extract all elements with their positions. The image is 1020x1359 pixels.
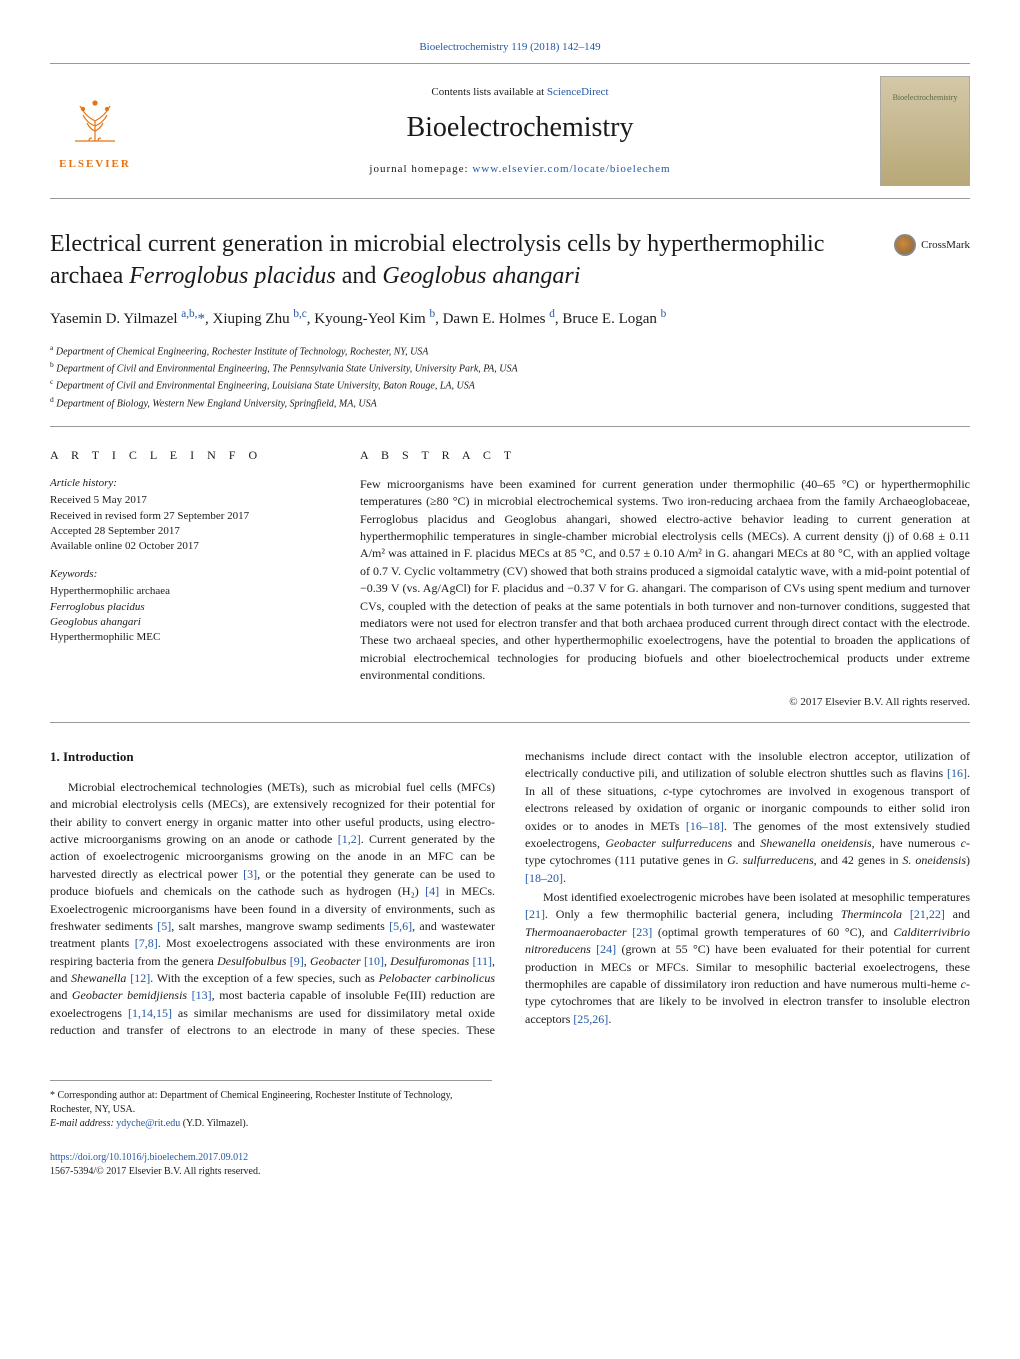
author-2-aff[interactable]: b,c	[293, 308, 306, 320]
article-info: A R T I C L E I N F O Article history: R…	[50, 447, 330, 710]
body-columns: 1. Introduction Microbial electrochemica…	[50, 748, 970, 1040]
author-1-corr[interactable]: *	[198, 311, 206, 327]
journal-cover-thumbnail: Bioelectrochemistry	[880, 76, 970, 186]
author-4: , Dawn E. Holmes	[435, 311, 549, 327]
email-suffix: (Y.D. Yilmazel).	[180, 1118, 248, 1129]
ref-16-18[interactable]: [16–18]	[686, 819, 724, 833]
ref-18-20[interactable]: [18–20]	[525, 871, 563, 885]
elsevier-tree-icon	[65, 91, 125, 153]
crossmark-badge[interactable]: CrossMark	[894, 234, 970, 256]
journal-masthead: ELSEVIER Contents lists available at Sci…	[50, 63, 970, 199]
article-title: Electrical current generation in microbi…	[50, 229, 970, 291]
doi-block: https://doi.org/10.1016/j.bioelechem.201…	[50, 1151, 970, 1179]
homepage-url[interactable]: www.elsevier.com/locate/bioelechem	[472, 163, 670, 175]
ref-4[interactable]: [4]	[425, 884, 439, 898]
ref-1-2[interactable]: [1,2]	[338, 832, 361, 846]
homepage-line: journal homepage: www.elsevier.com/locat…	[160, 162, 880, 177]
info-abstract-row: A R T I C L E I N F O Article history: R…	[50, 447, 970, 723]
ref-1-14-15[interactable]: [1,14,15]	[128, 1006, 172, 1020]
affiliation-c: c Department of Civil and Environmental …	[50, 376, 970, 393]
ref-3[interactable]: [3]	[243, 867, 257, 881]
keyword-1: Hyperthermophilic archaea	[50, 584, 330, 599]
title-mid: and	[336, 263, 383, 289]
sciencedirect-link[interactable]: ScienceDirect	[547, 86, 609, 98]
ref-9[interactable]: [9]	[286, 954, 303, 968]
cover-title: Bioelectrochemistry	[893, 92, 958, 103]
online-date: Available online 02 October 2017	[50, 539, 330, 554]
ref-10[interactable]: [10]	[361, 954, 384, 968]
ref-21[interactable]: [21]	[525, 907, 545, 921]
title-species-1: Ferroglobus placidus	[129, 263, 335, 289]
abstract: A B S T R A C T Few microorganisms have …	[360, 447, 970, 710]
intro-heading: 1. Introduction	[50, 748, 495, 767]
ref-5-6[interactable]: [5,6]	[389, 919, 412, 933]
publisher-logo: ELSEVIER	[50, 86, 140, 176]
citation-link[interactable]: Bioelectrochemistry 119 (2018) 142–149	[419, 41, 600, 53]
doi-link[interactable]: https://doi.org/10.1016/j.bioelechem.201…	[50, 1152, 248, 1163]
ref-21-22[interactable]: [21,22]	[902, 907, 945, 921]
author-3: , Kyoung-Yeol Kim	[307, 311, 430, 327]
article-info-label: A R T I C L E I N F O	[50, 447, 330, 464]
keywords-label: Keywords:	[50, 567, 330, 582]
abstract-label: A B S T R A C T	[360, 447, 970, 464]
affiliation-d: d Department of Biology, Western New Eng…	[50, 394, 970, 411]
keyword-4: Hyperthermophilic MEC	[50, 630, 330, 645]
affiliation-b: b Department of Civil and Environmental …	[50, 359, 970, 376]
ref-7-8[interactable]: [7,8]	[135, 936, 158, 950]
ref-13[interactable]: [13]	[187, 988, 212, 1002]
publisher-name: ELSEVIER	[59, 157, 131, 172]
abstract-copyright: © 2017 Elsevier B.V. All rights reserved…	[360, 695, 970, 710]
keyword-3: Geoglobus ahangari	[50, 615, 330, 630]
accepted-date: Accepted 28 September 2017	[50, 524, 330, 539]
masthead-center: Contents lists available at ScienceDirec…	[160, 85, 880, 178]
author-1: Yasemin D. Yilmazel	[50, 311, 181, 327]
ref-16[interactable]: [16]	[947, 766, 967, 780]
article-body: 1. Introduction Microbial electrochemica…	[50, 748, 970, 1040]
ref-12[interactable]: [12]	[126, 971, 150, 985]
abstract-text: Few microorganisms have been examined fo…	[360, 476, 970, 685]
author-list: Yasemin D. Yilmazel a,b,*, Xiuping Zhu b…	[50, 307, 970, 330]
contents-prefix: Contents lists available at	[431, 86, 546, 98]
ref-25-26[interactable]: [25,26]	[573, 1012, 608, 1026]
author-5-aff[interactable]: b	[661, 308, 667, 320]
history-label: Article history:	[50, 476, 330, 491]
ref-5[interactable]: [5]	[157, 919, 171, 933]
running-head: Bioelectrochemistry 119 (2018) 142–149	[50, 40, 970, 55]
contents-available: Contents lists available at ScienceDirec…	[160, 85, 880, 100]
revised-date: Received in revised form 27 September 20…	[50, 509, 330, 524]
issn-copyright: 1567-5394/© 2017 Elsevier B.V. All right…	[50, 1165, 970, 1179]
affiliation-a: a Department of Chemical Engineering, Ro…	[50, 342, 970, 359]
title-species-2: Geoglobus ahangari	[382, 263, 580, 289]
received-date: Received 5 May 2017	[50, 493, 330, 508]
corresponding-author-note: * Corresponding author at: Department of…	[50, 1089, 492, 1117]
ref-23[interactable]: [23]	[627, 925, 653, 939]
journal-title: Bioelectrochemistry	[160, 108, 880, 147]
author-5: , Bruce E. Logan	[555, 311, 661, 327]
homepage-prefix: journal homepage:	[369, 163, 472, 175]
intro-para-3: Most identified exoelectrogenic microbes…	[525, 889, 970, 1028]
footnotes: * Corresponding author at: Department of…	[50, 1080, 492, 1131]
affiliations: a Department of Chemical Engineering, Ro…	[50, 342, 970, 427]
email-link[interactable]: ydyche@rit.edu	[116, 1118, 180, 1129]
ref-11[interactable]: [11]	[469, 954, 492, 968]
crossmark-label: CrossMark	[921, 238, 970, 252]
email-label: E-mail address:	[50, 1118, 116, 1129]
author-1-aff[interactable]: a,b,	[181, 308, 197, 320]
email-line: E-mail address: ydyche@rit.edu (Y.D. Yil…	[50, 1117, 492, 1131]
crossmark-icon	[894, 234, 916, 256]
author-2: , Xiuping Zhu	[205, 311, 293, 327]
ref-24[interactable]: [24]	[591, 942, 616, 956]
keyword-2: Ferroglobus placidus	[50, 600, 330, 615]
